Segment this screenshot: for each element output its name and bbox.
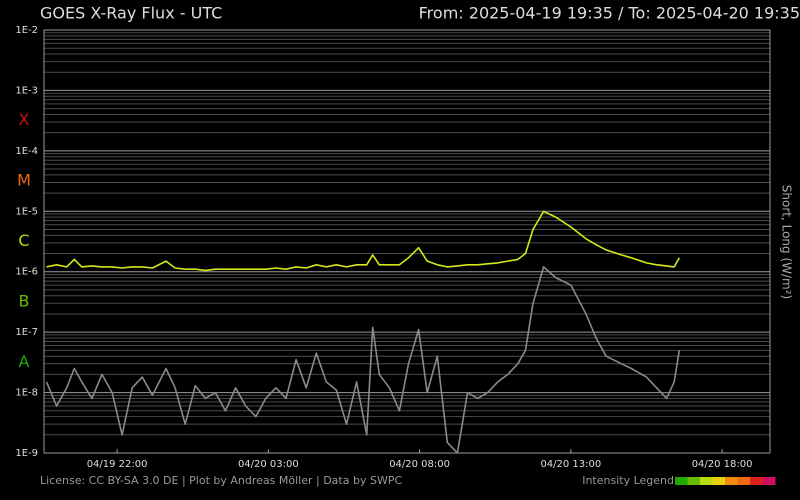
chart-title: GOES X-Ray Flux - UTC xyxy=(40,4,222,23)
y-tick-label: 1E-4 xyxy=(15,146,38,157)
intensity-legend-swatch xyxy=(737,477,751,485)
y-tick-label: 1E-3 xyxy=(15,85,38,96)
x-tick-label: 04/20 08:00 xyxy=(389,459,450,470)
class-label: M xyxy=(17,171,31,190)
footer: License: CC BY-SA 3.0 DE | Plot by Andre… xyxy=(40,474,402,487)
intensity-legend-swatch xyxy=(700,477,713,485)
y-tick-label: 1E-8 xyxy=(15,388,38,399)
class-label: X xyxy=(19,110,30,129)
y-tick-label: 1E-5 xyxy=(15,206,38,217)
plot-frame xyxy=(43,29,771,454)
y-tick-label: 1E-6 xyxy=(15,267,38,278)
intensity-legend-swatch xyxy=(762,477,776,485)
intensity-legend-swatch xyxy=(750,477,763,485)
class-label: A xyxy=(19,352,30,371)
x-tick-label: 04/19 22:00 xyxy=(87,459,148,470)
class-label: C xyxy=(18,231,29,250)
intensity-legend-label: Intensity Legend xyxy=(582,474,674,487)
series-line xyxy=(46,210,680,272)
y-axis-label: Short, Long (W/m²) xyxy=(780,185,794,299)
y-tick-label: 1E-9 xyxy=(15,448,38,459)
x-tick-label: 04/20 13:00 xyxy=(540,459,601,470)
intensity-legend-swatch xyxy=(725,477,738,485)
range-label: From: 2025-04-19 19:35 / To: 2025-04-20 … xyxy=(419,4,800,23)
class-label: B xyxy=(19,291,30,310)
intensity-legend-swatch xyxy=(712,477,726,485)
x-tick-label: 04/20 03:00 xyxy=(238,459,299,470)
intensity-legend-swatch xyxy=(675,477,688,485)
intensity-legend-swatch xyxy=(687,477,701,485)
y-tick-label: 1E-2 xyxy=(15,25,38,36)
x-tick-label: 04/20 18:00 xyxy=(692,459,753,470)
y-tick-label: 1E-7 xyxy=(15,327,38,338)
series-line xyxy=(45,266,681,454)
